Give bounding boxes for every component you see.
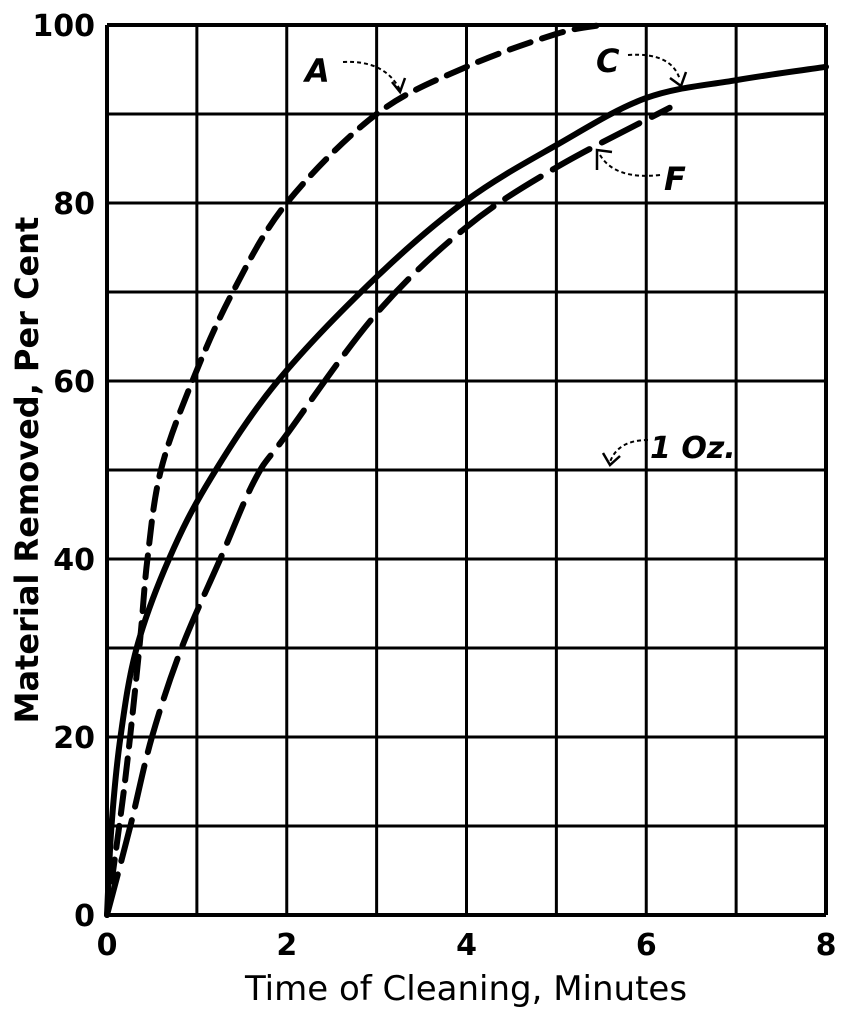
annotation-a-arrowhead	[391, 77, 407, 95]
annotation-c-arrowhead	[669, 71, 688, 88]
x-tick-label: 4	[456, 928, 477, 963]
annotation-f-arrow	[599, 154, 661, 177]
y-tick-label: 60	[53, 365, 95, 400]
annotation-c: C	[596, 42, 620, 80]
annotation-f-arrowhead	[595, 148, 613, 170]
annotation-1oz-arrowhead	[601, 452, 621, 467]
x-axis-label: Time of Cleaning, Minutes	[244, 969, 687, 1009]
annotation-a: A	[302, 52, 330, 90]
annotation-1oz: 1 Oz.	[650, 431, 736, 466]
series-line-f	[104, 104, 673, 918]
x-tick-label: 8	[816, 928, 837, 963]
series-line-c	[104, 63, 829, 918]
y-tick-label: 40	[53, 543, 95, 578]
x-tick-label: 0	[97, 928, 118, 963]
y-tick-label: 100	[32, 9, 95, 44]
annotation-c-arrow	[627, 53, 681, 81]
x-tick-label: 2	[276, 928, 297, 963]
annotation-a-arrow	[342, 60, 401, 91]
annotation-f: F	[664, 160, 686, 198]
y-tick-label: 0	[74, 899, 95, 934]
x-tick-label: 6	[636, 928, 657, 963]
y-axis-label: Material Removed, Per Cent	[8, 217, 46, 724]
y-tick-label: 20	[53, 721, 95, 756]
series-line-a	[104, 22, 605, 918]
y-tick-label: 80	[53, 187, 95, 222]
curves	[104, 22, 829, 918]
annotation-1oz-arrow	[609, 439, 649, 463]
